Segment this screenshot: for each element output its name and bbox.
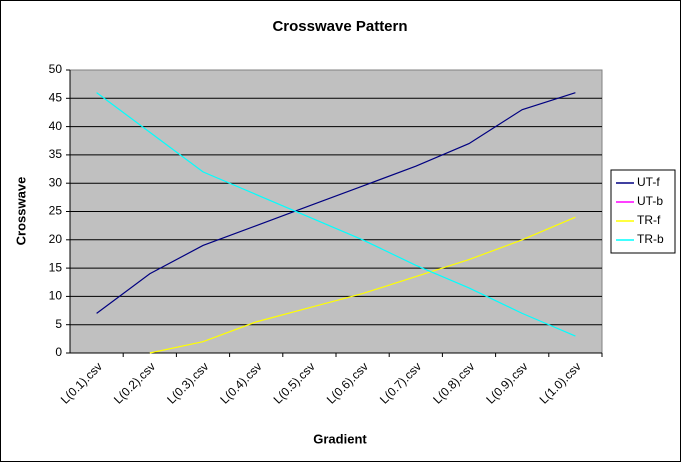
x-axis-label: Gradient	[313, 431, 367, 446]
y-tick-label: 10	[49, 289, 63, 303]
y-tick-label: 15	[49, 260, 63, 274]
y-tick-label: 5	[55, 317, 62, 331]
legend-label: TR-f	[637, 213, 661, 227]
y-tick-label: 40	[49, 119, 63, 133]
y-tick-label: 35	[49, 147, 63, 161]
legend-box	[610, 169, 676, 254]
legend-label: TR-b	[637, 232, 664, 246]
y-axis-label: Crosswave	[13, 177, 28, 246]
y-tick-label: 50	[49, 62, 63, 76]
y-tick-label: 25	[49, 204, 63, 218]
y-tick-label: 0	[55, 345, 62, 359]
series-line	[96, 92, 576, 337]
chart-title: Crosswave Pattern	[272, 18, 407, 35]
legend-label: UT-b	[637, 194, 663, 208]
y-tick-label: 30	[49, 175, 63, 189]
y-tick-label: 20	[49, 232, 63, 246]
series-line	[96, 92, 576, 314]
series-line	[149, 216, 576, 354]
legend-label: UT-f	[637, 175, 660, 189]
y-tick-label: 45	[49, 90, 63, 104]
